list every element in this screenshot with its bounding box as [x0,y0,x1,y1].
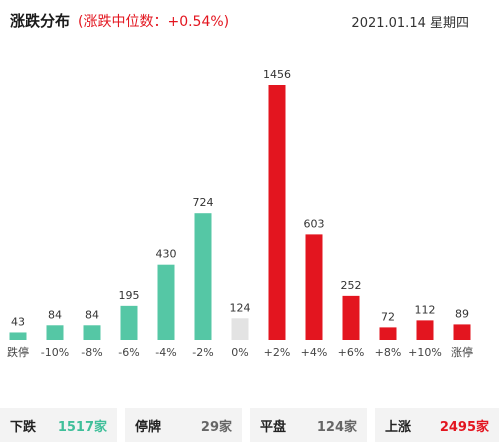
category-label-3: -6% [118,346,139,359]
category-label-12: 涨停 [451,345,473,359]
bar-5 [194,213,212,340]
bar-2 [83,325,101,340]
bar-11 [416,320,434,340]
bar-value-label-5: 724 [193,196,214,209]
bar-value-label-7: 1456 [263,68,291,81]
summary-suspend: 停牌 29家 [125,408,242,442]
summary-flat-value: 124家 [316,419,357,435]
summary-fall-label: 下跌 [10,419,37,435]
category-label-11: +10% [408,346,442,359]
bar-value-label-6: 124 [230,301,251,314]
bar-3 [120,305,138,340]
category-label-8: +4% [301,346,328,359]
bar-value-label-4: 430 [156,248,177,261]
category-label-4: -4% [155,346,176,359]
category-label-10: +8% [375,346,402,359]
bar-1 [46,325,64,340]
summary-suspend-label: 停牌 [135,419,162,435]
distribution-chart: 43 跌停 84 -10% 84 -8% 195 -6% 430 -4% 724 -2% 124 0% 14… [7,68,473,359]
page-title: 涨跌分布 [10,12,71,30]
header: 涨跌分布 (涨跌中位数：+0.54%) 2021.01.14 星期四 [0,0,499,40]
bar-6 [231,318,249,340]
bar-8 [305,234,323,340]
bar-4 [157,264,175,340]
bar-value-label-3: 195 [119,289,140,302]
bar-value-label-1: 84 [48,308,62,321]
bar-0 [9,332,27,340]
category-label-0: 跌停 [7,345,29,359]
category-label-5: -2% [192,346,213,359]
category-label-7: +2% [264,346,291,359]
bar-12 [453,324,471,340]
median-change-text: (涨跌中位数：+0.54%) [78,14,230,30]
bar-7 [268,85,286,340]
bar-value-label-2: 84 [85,308,99,321]
category-label-1: -10% [41,346,69,359]
summary-fall-value: 1517家 [57,419,107,435]
bar-value-label-12: 89 [455,307,469,320]
summary-flat: 平盘 124家 [250,408,367,442]
summary-suspend-value: 29家 [200,419,232,435]
bar-value-label-11: 112 [415,303,436,316]
date-label: 2021.01.14 星期四 [351,16,469,31]
summary-bar: 下跌 1517家 停牌 29家 平盘 124家 上涨 2495家 [0,408,499,442]
category-label-6: 0% [231,346,248,359]
bar-value-label-8: 603 [304,217,325,230]
bar-value-label-0: 43 [11,315,25,328]
bar-value-label-10: 72 [381,310,395,323]
bar-9 [342,295,360,340]
category-label-9: +6% [338,346,365,359]
summary-rise-value: 2495家 [439,419,489,435]
summary-rise-label: 上涨 [385,419,412,435]
bar-10 [379,327,397,340]
summary-fall: 下跌 1517家 [0,408,117,442]
category-label-2: -8% [81,346,102,359]
bar-value-label-9: 252 [341,279,362,292]
summary-rise: 上涨 2495家 [375,408,499,442]
summary-flat-label: 平盘 [260,419,287,435]
